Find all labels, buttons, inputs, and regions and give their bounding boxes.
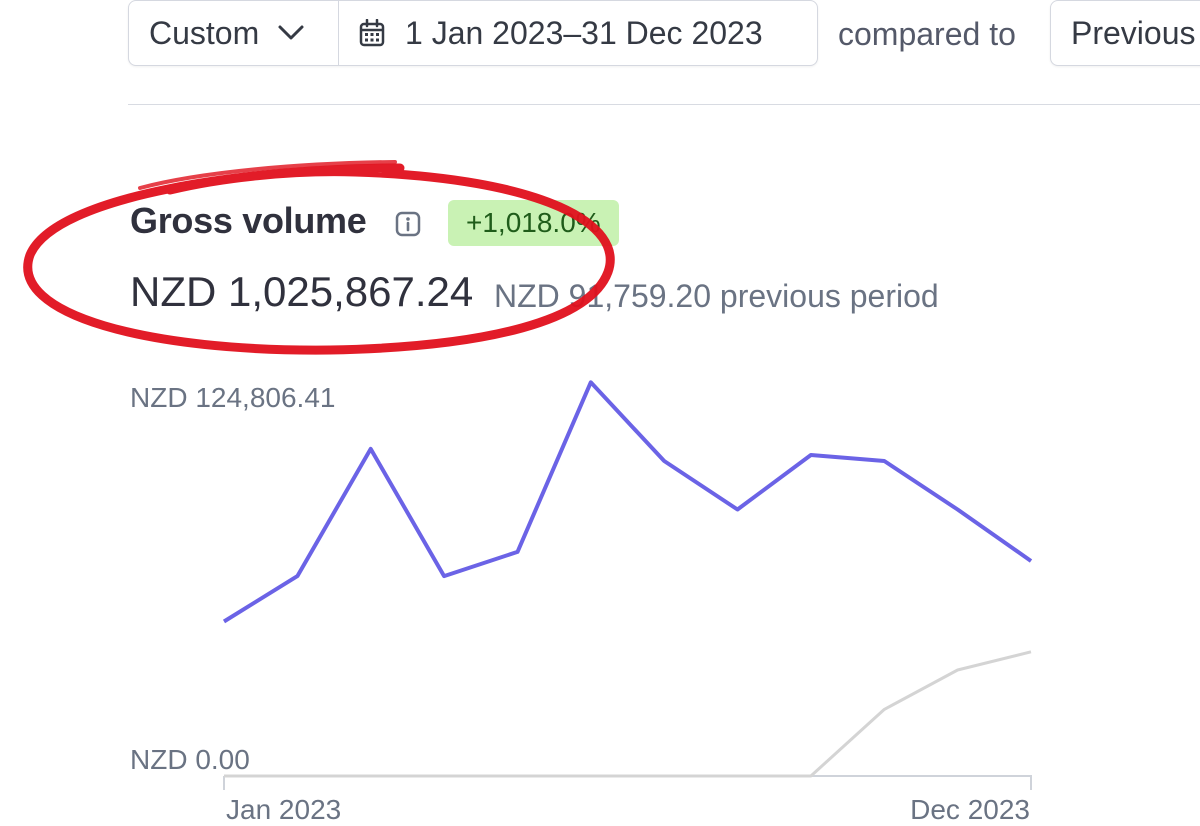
current-period-line xyxy=(224,382,1031,621)
previous-period-line xyxy=(224,652,1031,776)
y-axis-min-label: NZD 0.00 xyxy=(130,744,250,776)
x-axis-start-label: Jan 2023 xyxy=(226,794,341,826)
x-axis-end-label: Dec 2023 xyxy=(910,794,1030,826)
